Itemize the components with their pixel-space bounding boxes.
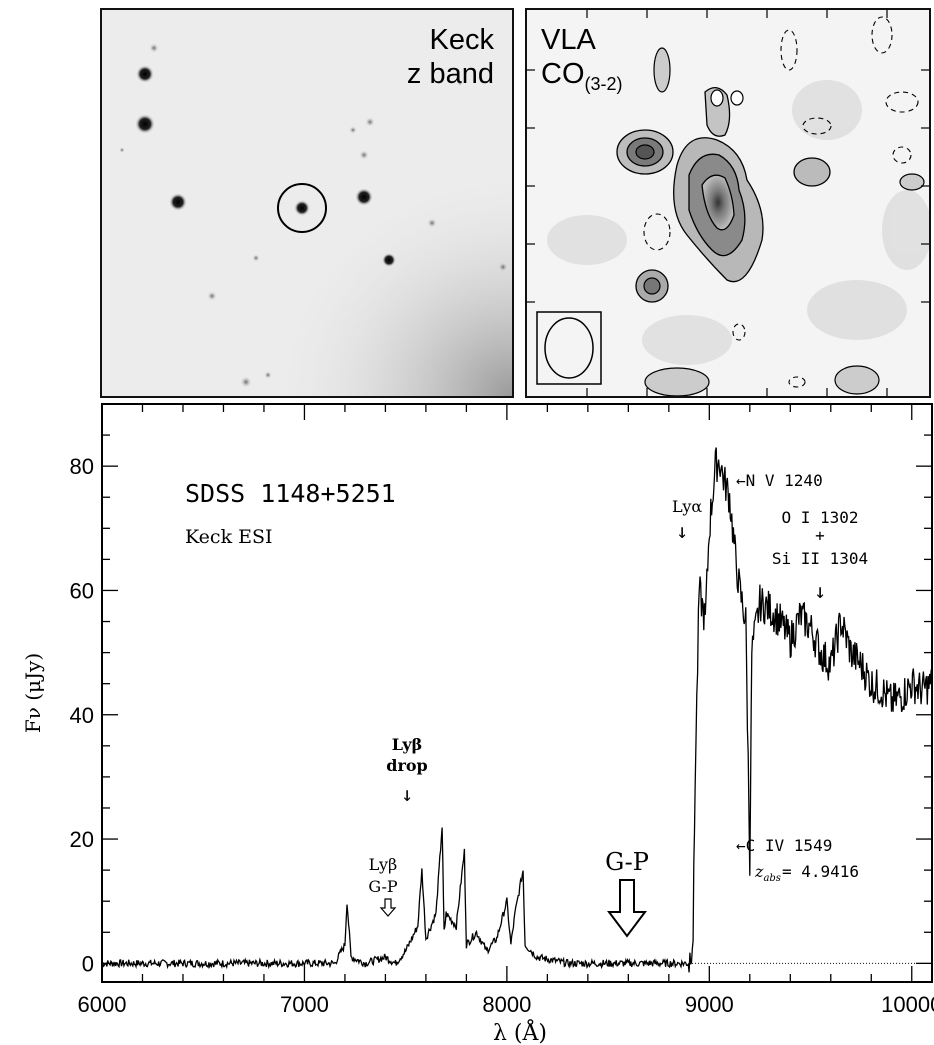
spectrum-line — [101, 447, 933, 973]
co-label-transition: (3-2) — [584, 73, 623, 94]
chart-title: SDSS 1148+5251 — [185, 479, 396, 508]
vla-contours — [527, 10, 929, 396]
x-axis-label: λ (Å) — [493, 1018, 547, 1045]
chart-subtitle: Keck ESI — [185, 526, 273, 548]
co-label: CO(3-2) — [541, 58, 623, 100]
keck-label: Keck — [429, 24, 494, 56]
co-label-base: CO — [541, 58, 585, 90]
y-tick-label: 20 — [70, 827, 94, 852]
y-tick-label: 40 — [70, 703, 94, 728]
vla-label: VLA — [541, 24, 596, 56]
annotation-zabs-z: z — [754, 862, 764, 881]
annotation-lyb-drop-line2: drop — [386, 756, 427, 775]
plot-frame — [101, 403, 933, 983]
arrow-siii: ↓ — [814, 579, 826, 603]
annotation-siii-1304: Si II 1304 — [772, 549, 868, 568]
keck-image-stars — [102, 10, 512, 396]
annotation-civ-1549: ←C IV 1549 — [736, 836, 832, 855]
annotation-lyb-gp-line1: Lyβ — [369, 855, 398, 874]
beam-ellipse — [544, 317, 594, 379]
axes-ticks — [101, 404, 932, 982]
x-tick-label: 8000 — [482, 992, 531, 1017]
arrow-lyb-drop: ↓ — [401, 782, 413, 806]
annotation-lyb-gp-line2: G-P — [368, 877, 397, 896]
annotation-lyb-drop-line1: Lyβ — [392, 735, 423, 754]
target-circle — [277, 183, 327, 233]
line-annotations: ←N V 1240 Lyα ↓ O I 1302 + Si II 1304 ↓ … — [368, 471, 868, 938]
x-tick-label: 7000 — [280, 992, 329, 1017]
lyb-gp-hollow-arrow — [379, 898, 397, 917]
annotation-gp: G-P — [605, 848, 649, 876]
x-tick-label: 9000 — [685, 992, 734, 1017]
y-tick-label: 80 — [70, 454, 94, 479]
arrow-lya: ↓ — [676, 519, 688, 543]
annotation-oi-1302: O I 1302 — [781, 508, 858, 527]
gp-hollow-arrow — [607, 879, 647, 938]
y-tick-label: 60 — [70, 578, 94, 603]
vla-co-contour-map: VLA CO(3-2) — [525, 8, 931, 398]
beam-box — [536, 311, 602, 385]
annotation-lya: Lyα — [672, 497, 702, 516]
annotation-zabs-sub: abs — [763, 873, 781, 884]
annotation-plus: + — [815, 526, 825, 545]
keck-z-band-image: Keck z band — [100, 8, 514, 398]
y-tick-label: 0 — [82, 951, 94, 976]
annotation-nv-1240: ←N V 1240 — [736, 471, 823, 490]
annotation-zabs: zabs — [754, 862, 781, 884]
annotation-zabs-value: = 4.9416 — [782, 862, 859, 881]
y-axis-label: Fν (μJy) — [21, 653, 45, 733]
z-band-label: z band — [406, 58, 494, 90]
x-tick-label: 6000 — [78, 992, 127, 1017]
